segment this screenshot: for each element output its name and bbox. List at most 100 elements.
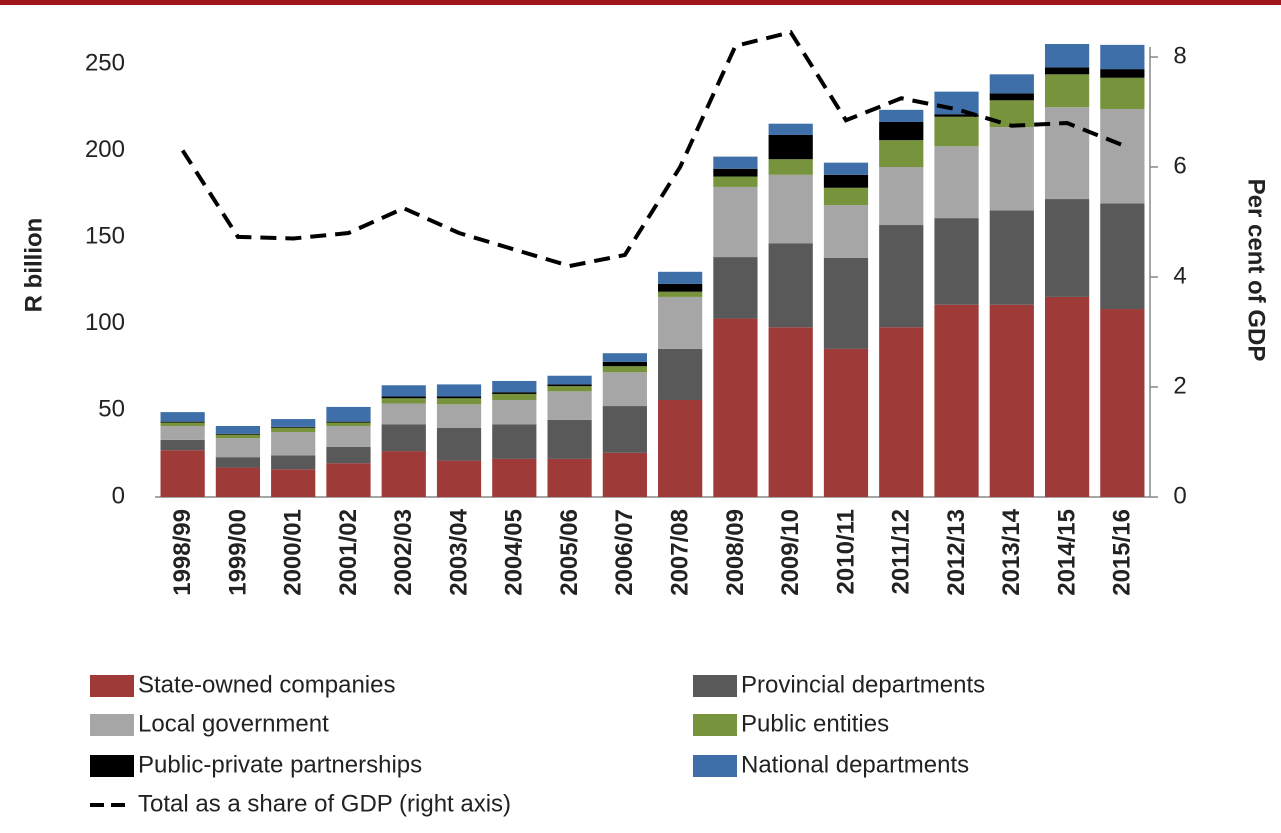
- y-tick-label: 250: [85, 49, 125, 76]
- bar-segment: [271, 432, 316, 456]
- bar-segment: [1100, 309, 1145, 497]
- bar-segment: [768, 243, 813, 328]
- bar-segment: [823, 187, 869, 206]
- bar-segment: [160, 439, 205, 451]
- bar-segment: [989, 304, 1034, 497]
- bar-segment: [989, 74, 1034, 94]
- bar-segment: [215, 425, 261, 434]
- bar-segment: [934, 91, 979, 115]
- bar-segment: [547, 375, 592, 385]
- y2-tick-label: 0: [1173, 482, 1186, 509]
- bar-segment: [160, 422, 205, 426]
- x-tick-label: 2004/05: [501, 509, 528, 596]
- bar-segment: [934, 304, 979, 497]
- bar-segment: [326, 463, 371, 497]
- bar-segment: [1100, 44, 1145, 70]
- x-tick-label: 2011/12: [888, 509, 915, 594]
- bar-segment: [934, 116, 979, 147]
- bar-segment: [713, 257, 758, 319]
- legend-label: National departments: [741, 751, 969, 778]
- bar-segment: [1100, 77, 1145, 109]
- x-tick-label: 2010/11: [832, 509, 859, 594]
- bar-segment: [492, 424, 537, 459]
- bar-segment: [436, 384, 482, 397]
- bar-segment: [989, 93, 1034, 101]
- bar-segment: [436, 398, 482, 405]
- x-tick-label: 2015/16: [1109, 509, 1136, 596]
- legend-swatch: [90, 755, 134, 777]
- bar-segment: [768, 134, 813, 160]
- bar-segment: [658, 348, 703, 400]
- bar-segment: [215, 433, 261, 435]
- legend-swatch: [693, 675, 737, 697]
- bar-segment: [215, 434, 261, 439]
- x-tick-label: 2008/09: [722, 509, 749, 596]
- bar-segment: [547, 419, 592, 459]
- legend-label: Provincial departments: [741, 671, 985, 698]
- legend-label: State-owned companies: [138, 671, 395, 698]
- bar-segment: [713, 186, 758, 258]
- bar-segment: [768, 159, 813, 175]
- line-series: [180, 29, 1124, 269]
- bar-segment: [658, 271, 703, 284]
- bar-segment: [879, 109, 924, 122]
- bar-segment: [602, 353, 647, 362]
- bar-segment: [823, 205, 869, 258]
- bar-segment: [989, 127, 1034, 211]
- y2-axis-label: Per cent of GDP: [1243, 179, 1270, 362]
- bar-segment: [879, 327, 924, 497]
- bar-segment: [547, 386, 592, 392]
- y2-tick-label: 6: [1173, 152, 1186, 179]
- bar-segment: [1044, 199, 1090, 297]
- bar-segment: [160, 412, 205, 422]
- bar-segment: [879, 225, 924, 328]
- x-tick-label: 2005/06: [556, 509, 583, 596]
- bar-segment: [436, 404, 482, 428]
- legend-swatch: [90, 675, 134, 697]
- bar-segment: [879, 140, 924, 167]
- y-tick-label: 50: [98, 396, 125, 423]
- x-tick-label: 2003/04: [445, 508, 472, 595]
- bar-segment: [879, 121, 924, 141]
- bar-segment: [547, 391, 592, 420]
- bar-segment: [713, 176, 758, 187]
- bar-segment: [1044, 67, 1090, 75]
- x-tick-label: 2002/03: [390, 509, 417, 596]
- bar-segment: [160, 421, 205, 423]
- bar-segment: [658, 296, 703, 349]
- bar-segment: [602, 372, 647, 407]
- top-border: [0, 0, 1281, 5]
- y2-tick-label: 2: [1173, 372, 1186, 399]
- y-tick-label: 100: [85, 309, 125, 336]
- bar-segment: [215, 457, 261, 468]
- bar-segment: [768, 123, 813, 135]
- bar-segment: [602, 361, 647, 367]
- bar-segment: [215, 438, 261, 458]
- bar-segment: [823, 348, 869, 497]
- bar-segment: [1044, 296, 1090, 497]
- legend-swatch: [693, 714, 737, 736]
- x-tick-label: 2009/10: [777, 509, 804, 596]
- bar-segment: [713, 168, 758, 177]
- bar-segment: [1044, 44, 1090, 68]
- y-tick-label: 0: [112, 482, 125, 509]
- legend-label: Total as a share of GDP (right axis): [138, 790, 511, 817]
- bar-segment: [547, 384, 592, 387]
- bar-segment: [160, 425, 205, 440]
- x-tick-label: 1999/00: [224, 509, 251, 596]
- bar-segment: [713, 156, 758, 169]
- legend-swatch: [90, 714, 134, 736]
- bar-segment: [271, 455, 316, 470]
- y-tick-label: 150: [85, 223, 125, 250]
- bar-segment: [436, 396, 482, 399]
- bar-segment: [326, 425, 371, 447]
- bar-segment: [713, 318, 758, 497]
- legend-swatch: [693, 755, 737, 777]
- bar-segment: [492, 380, 537, 393]
- bar-segment: [1100, 108, 1145, 204]
- bar-segment: [492, 392, 537, 394]
- bar-segment: [989, 210, 1034, 305]
- bar-segment: [658, 291, 703, 297]
- bar-segment: [658, 283, 703, 292]
